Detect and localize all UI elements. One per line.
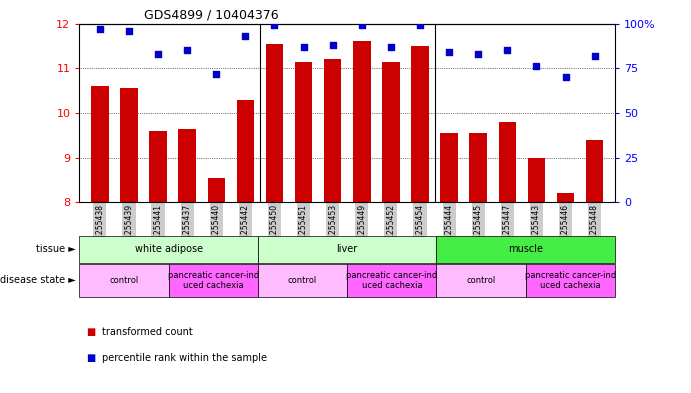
Bar — [586, 140, 603, 202]
Bar — [499, 122, 516, 202]
Bar — [120, 88, 138, 202]
Bar — [295, 62, 312, 202]
Point — [502, 47, 513, 53]
Text: tissue ►: tissue ► — [36, 244, 76, 254]
Bar — [324, 59, 341, 202]
Bar — [207, 178, 225, 202]
Point — [415, 22, 426, 29]
Text: percentile rank within the sample: percentile rank within the sample — [102, 353, 267, 363]
Point — [386, 44, 397, 50]
Text: transformed count: transformed count — [102, 327, 192, 337]
Point — [560, 74, 571, 81]
Bar — [353, 42, 370, 202]
Point — [327, 42, 338, 48]
Bar — [469, 133, 487, 202]
Text: control: control — [288, 276, 317, 285]
Point — [531, 63, 542, 70]
Bar — [266, 44, 283, 202]
Text: muscle: muscle — [509, 244, 543, 254]
Point — [444, 49, 455, 55]
Bar — [528, 158, 545, 202]
Text: ■: ■ — [86, 327, 95, 337]
Bar — [382, 62, 399, 202]
Point — [211, 70, 222, 77]
Text: white adipose: white adipose — [135, 244, 202, 254]
Bar — [178, 129, 196, 202]
Text: ■: ■ — [86, 353, 95, 363]
Text: control: control — [466, 276, 495, 285]
Bar — [411, 46, 428, 202]
Point — [357, 22, 368, 29]
Point — [473, 51, 484, 57]
Point — [269, 22, 280, 29]
Bar — [236, 99, 254, 202]
Bar — [91, 86, 108, 202]
Point — [589, 53, 600, 59]
Point — [124, 28, 135, 34]
Text: liver: liver — [337, 244, 358, 254]
Bar — [557, 193, 574, 202]
Point — [182, 47, 193, 53]
Text: pancreatic cancer-ind
uced cachexia: pancreatic cancer-ind uced cachexia — [524, 271, 616, 290]
Text: GDS4899 / 10404376: GDS4899 / 10404376 — [144, 8, 278, 21]
Point — [94, 26, 105, 32]
Point — [298, 44, 309, 50]
Bar — [149, 131, 167, 202]
Point — [240, 33, 251, 39]
Text: disease state ►: disease state ► — [0, 275, 76, 285]
Text: control: control — [109, 276, 139, 285]
Point — [153, 51, 164, 57]
Text: pancreatic cancer-ind
uced cachexia: pancreatic cancer-ind uced cachexia — [346, 271, 437, 290]
Bar — [440, 133, 458, 202]
Text: pancreatic cancer-ind
uced cachexia: pancreatic cancer-ind uced cachexia — [168, 271, 259, 290]
